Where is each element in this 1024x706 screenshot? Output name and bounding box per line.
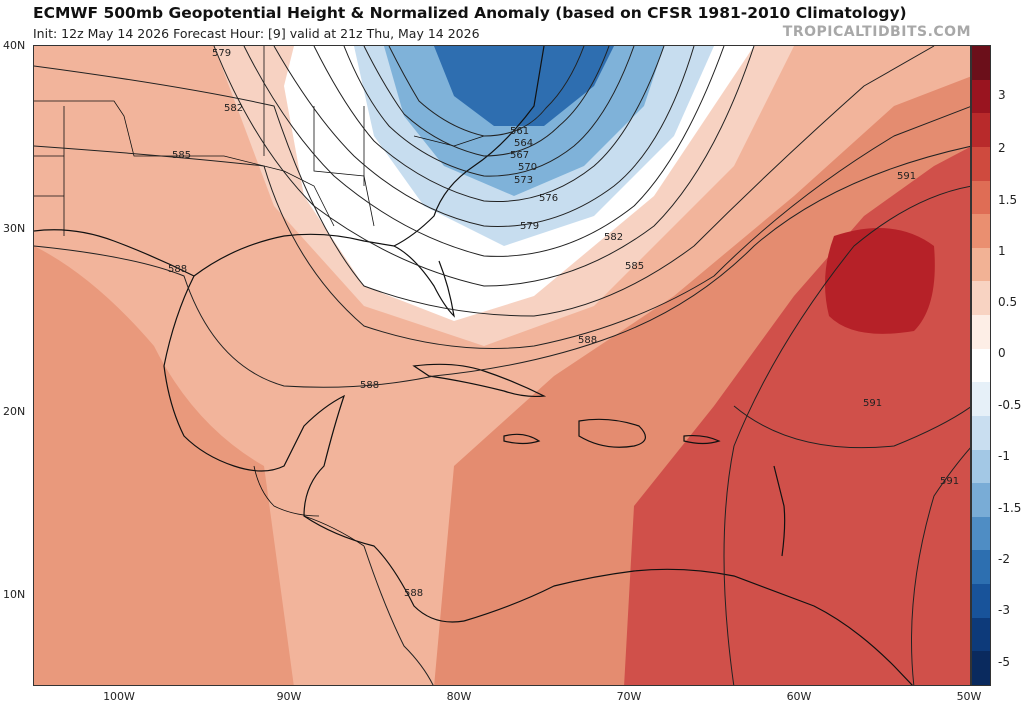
colorbar-segment xyxy=(972,516,990,551)
colorbar-tick: 3 xyxy=(998,88,1006,102)
colorbar-tick: -3 xyxy=(998,603,1010,617)
contour-label: 591 xyxy=(940,476,959,487)
contour-label: 579 xyxy=(520,221,539,232)
contour-label: 588 xyxy=(168,264,187,275)
lon-label-80w: 80W xyxy=(446,690,472,703)
contour-label: 588 xyxy=(404,588,423,599)
lat-label-40n: 40N xyxy=(3,39,26,52)
colorbar-segment xyxy=(972,382,990,416)
colorbar-segment xyxy=(972,584,990,618)
map-subtitle: Init: 12z May 14 2026 Forecast Hour: [9]… xyxy=(33,26,480,41)
colorbar-tick: -1 xyxy=(998,449,1010,463)
brand-watermark[interactable]: TROPICALTIDBITS.COM xyxy=(782,24,971,40)
colorbar-tick: 1 xyxy=(998,244,1006,258)
contour-label: 588 xyxy=(578,335,597,346)
contour-label: 591 xyxy=(863,398,882,409)
contour-label: 564 xyxy=(514,138,533,149)
contour-label: 585 xyxy=(625,261,644,272)
anomaly-map[interactable]: 579 582 585 588 561 564 567 570 573 576 … xyxy=(33,45,971,686)
colorbar-segment xyxy=(972,214,990,248)
colorbar-segment xyxy=(972,449,990,484)
contour-label: 561 xyxy=(510,126,529,137)
colorbar-segment xyxy=(972,651,990,685)
colorbar-tick: -0.5 xyxy=(998,398,1022,412)
lon-label-100w: 100W xyxy=(103,690,135,703)
contour-label: 591 xyxy=(897,171,916,182)
contour-label: 588 xyxy=(360,380,379,391)
contour-label: 585 xyxy=(172,150,191,161)
lat-label-10n: 10N xyxy=(3,588,26,601)
colorbar-tick: 0 xyxy=(998,346,1006,360)
map-canvas: 579 582 585 588 561 564 567 570 573 576 … xyxy=(34,46,970,685)
coastlines xyxy=(34,46,913,685)
colorbar-segment xyxy=(972,46,990,80)
colorbar-segment xyxy=(972,180,990,215)
contour-label: 570 xyxy=(518,162,537,173)
colorbar-segment xyxy=(972,113,990,147)
mexico-anomaly-region xyxy=(34,246,294,685)
colorbar-segment xyxy=(972,247,990,282)
height-contours xyxy=(34,46,970,685)
contour-label: 582 xyxy=(604,232,623,243)
contour-label: 567 xyxy=(510,150,529,161)
colorbar-tick: -2 xyxy=(998,552,1010,566)
lat-label-30n: 30N xyxy=(3,222,26,235)
contour-label: 582 xyxy=(224,103,243,114)
lon-label-70w: 70W xyxy=(616,690,642,703)
max-anomaly-center xyxy=(825,228,935,334)
colorbar-segment xyxy=(972,315,990,349)
colorbar-tick: 2 xyxy=(998,141,1006,155)
colorbar-segment xyxy=(972,281,990,315)
map-title: ECMWF 500mb Geopotential Height & Normal… xyxy=(33,4,907,22)
colorbar-segment xyxy=(972,415,990,450)
lon-label-90w: 90W xyxy=(276,690,302,703)
colorbar-segment xyxy=(972,617,990,652)
lon-label-50w: 50W xyxy=(956,690,982,703)
colorbar-tick: 0.5 xyxy=(998,295,1018,309)
contour-label-group: 579 582 585 588 561 564 567 570 573 576 … xyxy=(168,48,959,599)
anomaly-colorbar xyxy=(971,45,991,686)
lon-label-60w: 60W xyxy=(786,690,812,703)
contour-label: 579 xyxy=(212,48,231,59)
colorbar-segment xyxy=(972,483,990,517)
colorbar-tick: 1.5 xyxy=(998,193,1018,207)
contour-label: 576 xyxy=(539,193,558,204)
colorbar-segment xyxy=(972,348,990,383)
contour-label: 573 xyxy=(514,175,533,186)
colorbar-segment xyxy=(972,79,990,114)
political-borders xyxy=(34,46,485,547)
colorbar-tick: -5 xyxy=(998,655,1010,669)
lat-label-20n: 20N xyxy=(3,405,26,418)
negative-anomaly-core xyxy=(434,46,614,126)
colorbar-tick: -1.5 xyxy=(998,501,1022,515)
colorbar-segment xyxy=(972,146,990,181)
colorbar-segment xyxy=(972,550,990,584)
